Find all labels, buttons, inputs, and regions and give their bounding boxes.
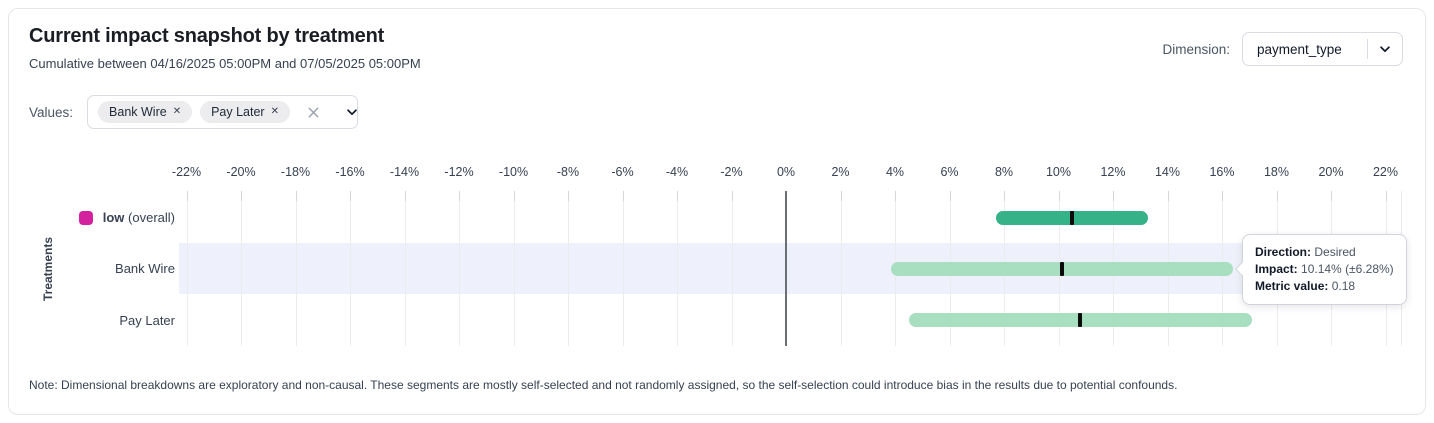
clear-values-button[interactable] (306, 105, 321, 120)
axis-tick (1331, 191, 1332, 201)
gridline (840, 191, 842, 346)
axis-tick (731, 191, 733, 201)
gridline (241, 191, 242, 346)
axis-tick (1167, 191, 1169, 201)
axis-tick-label: -6% (611, 165, 634, 179)
chip-remove-icon[interactable]: ✕ (172, 106, 182, 117)
impact-chart: Treatments Direction: Desired Impact: 10… (9, 159, 1425, 364)
chevron-down-icon (1368, 42, 1402, 56)
values-filter: Values: Bank Wire ✕ Pay Later ✕ (29, 95, 359, 129)
impact-point-tick (1060, 261, 1065, 276)
legend-swatch (78, 210, 93, 225)
axis-tick-label: 20% (1318, 165, 1344, 179)
gridline (731, 191, 733, 346)
axis-tick (1276, 191, 1278, 201)
values-multiselect[interactable]: Bank Wire ✕ Pay Later ✕ (87, 95, 359, 129)
axis-tick-label: -12% (444, 165, 474, 179)
axis-tick (404, 191, 406, 201)
axis-tick (677, 191, 678, 201)
row-label: Pay Later (9, 310, 175, 330)
axis-tick (949, 191, 951, 201)
disclaimer-note: Note: Dimensional breakdowns are explora… (29, 378, 1178, 392)
tooltip-direction: Direction: Desired (1255, 245, 1356, 259)
gridline (513, 191, 515, 346)
value-chip: Bank Wire ✕ (98, 101, 193, 123)
impact-snapshot-card: Current impact snapshot by treatment Cum… (8, 8, 1426, 415)
axis-tick-label: -8% (556, 165, 580, 179)
dimension-label: Dimension: (1162, 41, 1230, 57)
gridline (568, 191, 569, 346)
tooltip-metric: Metric value: 0.18 (1255, 279, 1356, 293)
axis-tick-label: 4% (885, 165, 905, 179)
impact-point-tick (1078, 313, 1083, 327)
axis-tick-label: -10% (498, 165, 529, 179)
dimension-control: Dimension: payment_type (1162, 32, 1403, 66)
value-chip-label: Pay Later (211, 105, 265, 119)
dimension-select[interactable]: payment_type (1242, 32, 1403, 66)
gridline (186, 191, 188, 346)
zero-line (785, 191, 787, 346)
impact-point-tick (1070, 210, 1075, 225)
axis-tick-label: 22% (1372, 165, 1399, 179)
axis-tick (241, 191, 242, 201)
date-range-subtitle: Cumulative between 04/16/2025 05:00PM an… (29, 56, 421, 71)
gridline (404, 191, 406, 346)
axis-tick (513, 191, 515, 201)
axis-tick (186, 191, 188, 201)
axis-tick-label: 2% (831, 165, 850, 179)
axis-tick-label: 18% (1263, 165, 1290, 179)
axis-tick (295, 191, 297, 201)
axis-tick-label: -16% (335, 165, 365, 179)
row-label: Bank Wire (9, 259, 175, 279)
gridline (295, 191, 297, 346)
row-label: low (overall) (9, 208, 175, 228)
gridline (459, 191, 460, 346)
axis-tick (1222, 191, 1223, 201)
gridline (677, 191, 678, 346)
bar-tooltip: Direction: Desired Impact: 10.14% (±6.28… (1234, 234, 1407, 305)
row-label-text: low (overall) (102, 210, 175, 225)
axis-tick-label: -22% (171, 165, 202, 179)
axis-tick-label: 10% (1045, 165, 1072, 179)
chevron-down-icon[interactable] (345, 105, 359, 119)
row-label-text: Pay Later (119, 312, 175, 328)
dimension-selected-value: payment_type (1257, 41, 1342, 57)
axis-tick (895, 191, 896, 201)
row-label-text: Bank Wire (115, 261, 175, 276)
axis-tick (568, 191, 569, 201)
chip-remove-icon[interactable]: ✕ (270, 106, 279, 117)
axis-tick (1004, 191, 1005, 201)
axis-tick-label: 12% (1100, 165, 1126, 179)
axis-tick (840, 191, 842, 201)
axis-tick-label: -18% (280, 165, 311, 179)
value-chip-label: Bank Wire (109, 105, 167, 119)
gridline (350, 191, 351, 346)
tooltip-impact: Impact: 10.14% (±6.28%) (1255, 262, 1394, 276)
axis-tick-label: -20% (226, 165, 256, 179)
values-label: Values: (29, 104, 74, 120)
axis-tick-label: 16% (1209, 165, 1235, 179)
page-title: Current impact snapshot by treatment (29, 25, 385, 47)
axis-tick-label: 0% (776, 165, 796, 179)
axis-tick-label: -4% (665, 165, 689, 179)
axis-tick-label: 6% (940, 165, 959, 179)
chips-host: Bank Wire ✕ Pay Later ✕ (98, 101, 290, 123)
axis-tick-label: 14% (1154, 165, 1181, 179)
axis-tick-label: -2% (720, 165, 743, 179)
axis-tick (350, 191, 351, 201)
axis-tick-label: 8% (994, 165, 1014, 179)
axis-tick-label: -14% (389, 165, 420, 179)
select-divider (1367, 39, 1368, 59)
axis-tick (459, 191, 460, 201)
value-chip: Pay Later ✕ (200, 101, 290, 123)
axis-tick (1058, 191, 1060, 201)
gridline (622, 191, 624, 346)
axis-tick (622, 191, 624, 201)
axis-tick (1385, 191, 1387, 201)
axis-tick (1113, 191, 1114, 201)
